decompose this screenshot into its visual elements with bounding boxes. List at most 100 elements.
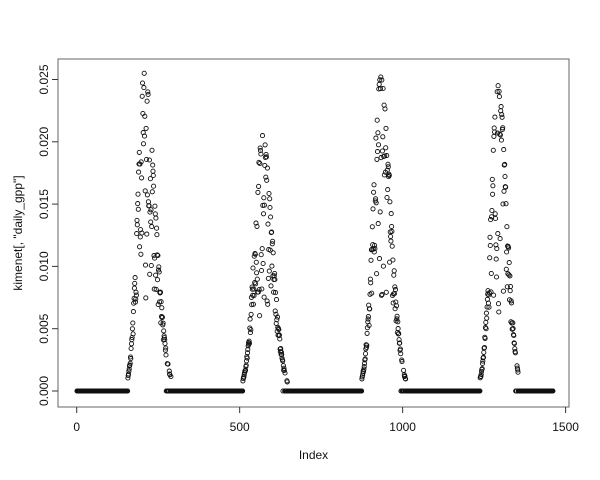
data-point (502, 173, 508, 180)
data-point (501, 188, 507, 194)
data-point (386, 172, 392, 178)
data-point (487, 255, 493, 261)
data-point (267, 247, 273, 253)
data-point (397, 346, 403, 352)
data-point (394, 313, 400, 319)
data-point (257, 147, 264, 154)
data-point (254, 276, 260, 282)
data-point (255, 189, 261, 195)
data-point (272, 276, 278, 283)
data-point (151, 183, 157, 189)
data-point (157, 289, 164, 295)
data-point (144, 231, 150, 237)
data-point (388, 211, 394, 217)
data-point (362, 356, 368, 362)
data-point (266, 268, 272, 274)
data-point (387, 199, 393, 205)
data-point (375, 221, 381, 227)
data-point (383, 289, 389, 295)
data-point (360, 368, 367, 375)
data-point (142, 188, 148, 194)
data-point (269, 241, 275, 247)
data-point (511, 340, 517, 347)
data-point (506, 272, 512, 278)
data-point (269, 229, 275, 235)
x-axis-label: Index (299, 448, 328, 462)
data-point (379, 77, 385, 83)
data-point (369, 290, 375, 296)
data-point (373, 135, 379, 141)
data-point (274, 314, 281, 320)
data-point (154, 252, 160, 258)
data-point (248, 311, 254, 317)
data-point (150, 162, 156, 168)
data-point (381, 172, 387, 178)
data-point (138, 159, 144, 165)
data-point (272, 270, 278, 277)
data-point (496, 309, 502, 315)
data-point (382, 153, 388, 159)
data-point (259, 246, 265, 252)
data-point (254, 270, 260, 276)
data-point (253, 281, 259, 287)
data-point (508, 298, 514, 304)
data-point (385, 164, 391, 170)
data-point (148, 219, 154, 225)
data-point (490, 191, 496, 197)
data-point (403, 376, 409, 382)
data-point (510, 325, 516, 332)
data-point (277, 336, 283, 342)
data-point (499, 114, 505, 120)
data-point (363, 344, 370, 350)
data-point (370, 206, 376, 212)
data-point (390, 257, 396, 263)
data-point (133, 292, 139, 298)
data-point (550, 388, 556, 394)
data-point (168, 373, 174, 380)
data-point (130, 309, 136, 315)
data-point (161, 328, 167, 334)
data-point (252, 251, 258, 257)
data-point (281, 365, 287, 371)
data-point (487, 242, 493, 249)
data-points (74, 70, 556, 394)
y-tick-label: 0.005 (37, 313, 51, 343)
data-point (397, 340, 403, 346)
data-point (270, 250, 276, 256)
data-point (262, 142, 268, 148)
data-point (135, 201, 141, 207)
data-point (377, 77, 383, 83)
data-point (492, 211, 498, 217)
data-point (396, 331, 402, 337)
data-point (489, 207, 495, 214)
data-point (254, 223, 260, 229)
data-point (154, 277, 161, 283)
data-point (264, 177, 270, 183)
data-point (251, 286, 257, 292)
data-point (244, 350, 251, 356)
data-point (392, 284, 398, 290)
data-point (371, 249, 377, 255)
data-point (368, 280, 374, 286)
data-point (246, 338, 252, 344)
data-point (486, 304, 492, 310)
data-point (498, 137, 504, 143)
data-point (402, 373, 408, 379)
data-point (483, 319, 489, 325)
data-point (398, 351, 404, 357)
data-point (142, 262, 149, 268)
data-point (480, 354, 487, 360)
data-point (259, 133, 266, 139)
data-point (501, 147, 507, 153)
data-point (145, 91, 151, 98)
data-point (490, 147, 496, 153)
data-point (497, 132, 503, 138)
data-point (492, 114, 498, 120)
data-point (264, 165, 270, 171)
plot-area-border (57, 58, 570, 408)
data-point (273, 297, 280, 303)
data-point (507, 288, 513, 294)
data-point (491, 133, 497, 139)
